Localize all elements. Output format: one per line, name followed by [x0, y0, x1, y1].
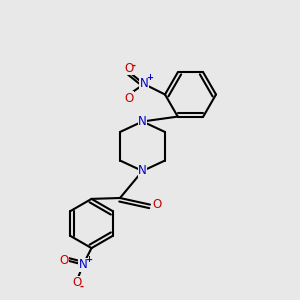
Text: N: N: [140, 77, 148, 91]
Text: O: O: [60, 254, 69, 267]
Text: O: O: [73, 276, 82, 289]
Text: O: O: [124, 92, 134, 105]
Text: N: N: [79, 258, 88, 271]
Text: +: +: [146, 74, 153, 82]
Text: N: N: [138, 164, 147, 178]
Text: -: -: [131, 60, 136, 70]
Text: +: +: [85, 255, 92, 264]
Text: N: N: [138, 115, 147, 128]
Text: O: O: [124, 62, 134, 75]
Text: O: O: [152, 198, 161, 211]
Text: -: -: [80, 282, 84, 292]
